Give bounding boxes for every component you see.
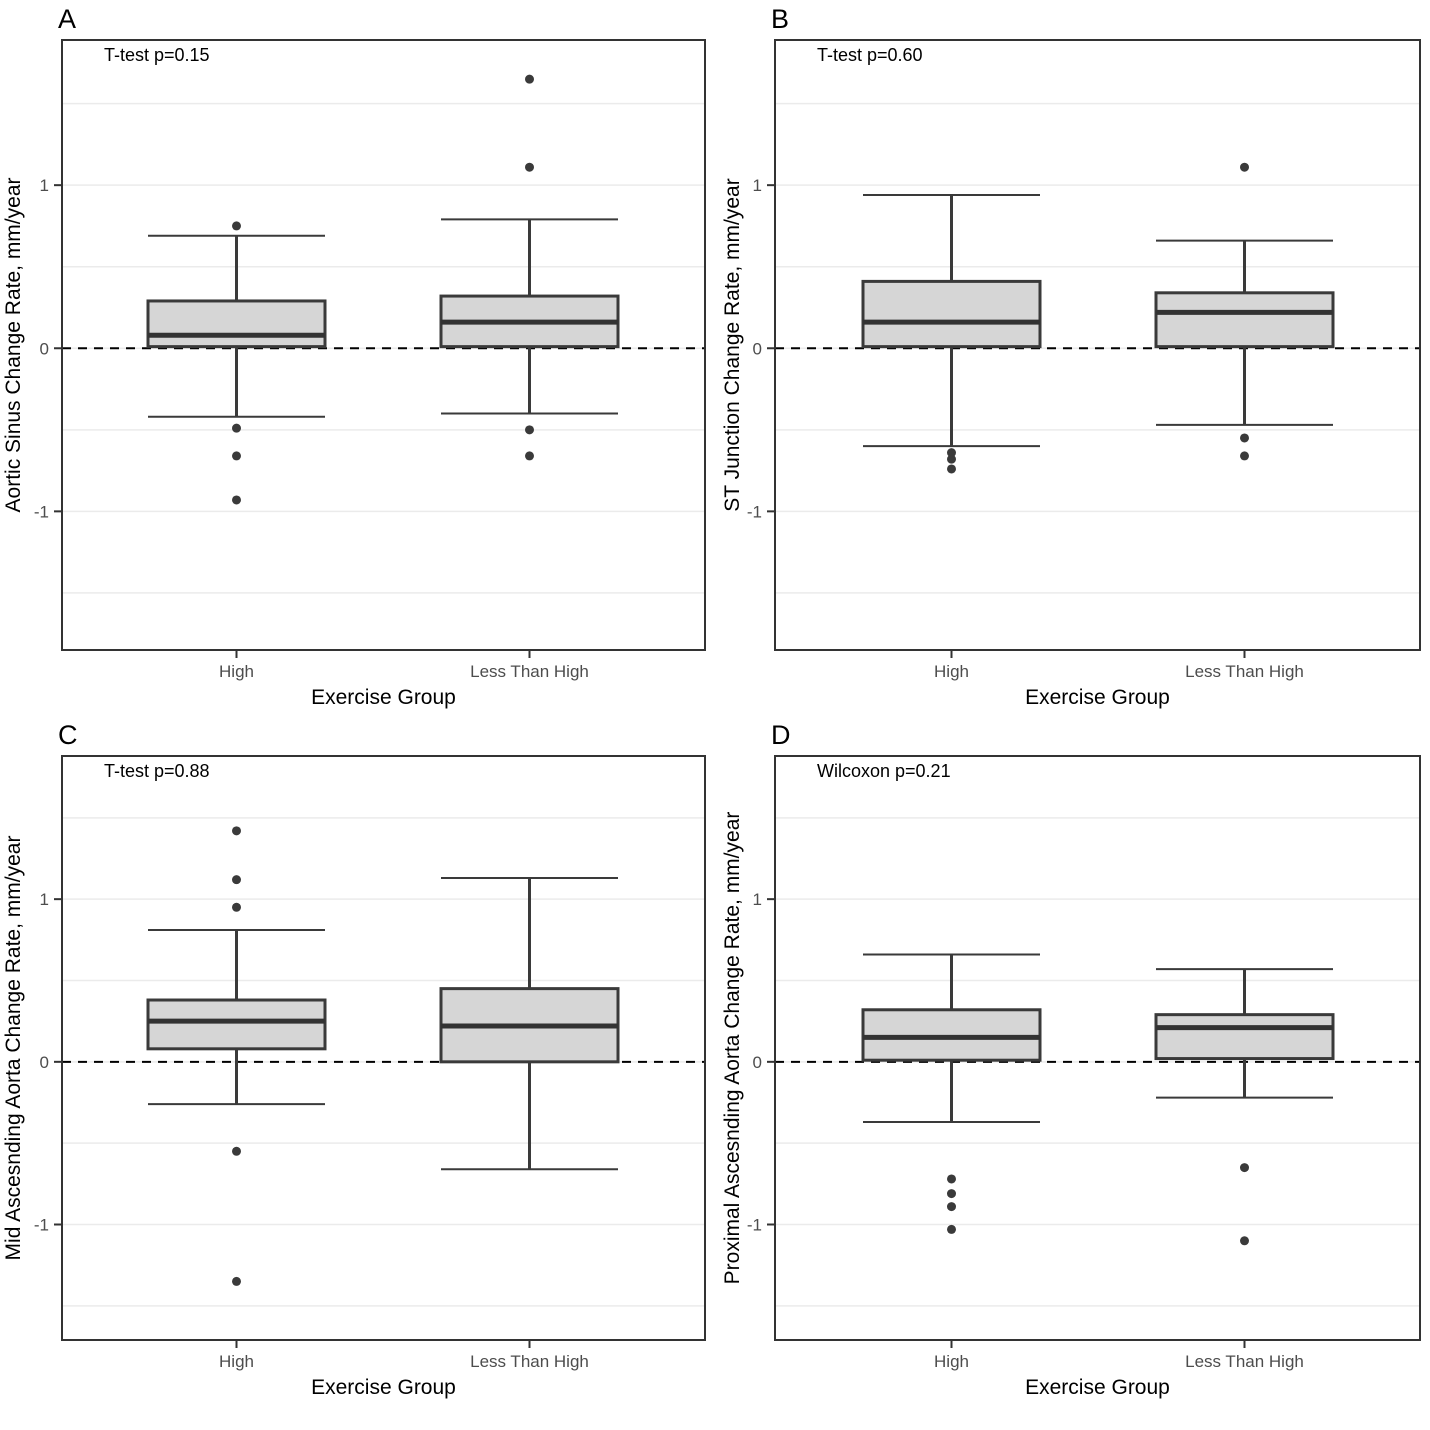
x-tick-label: Less Than High xyxy=(1185,1352,1304,1371)
panel-B: 1 0 -1 High Less Than High Exercise Group ST J… xyxy=(715,0,1430,715)
panel-letter: A xyxy=(58,4,76,34)
panel-C: 1 0 -1 High Less Than High Exercise Group Mid … xyxy=(0,715,715,1430)
x-tick-label: High xyxy=(934,1352,969,1371)
panel-A: 1 0 -1 High Less Than High Exercise Group Aort… xyxy=(0,0,715,715)
y-tick-label: 1 xyxy=(753,176,762,195)
p-value-annotation: T-test p=0.60 xyxy=(817,45,923,65)
y-tick-label: 1 xyxy=(40,890,49,909)
outlier-point xyxy=(232,875,241,885)
outlier-point xyxy=(525,425,534,435)
outlier-point xyxy=(1240,1236,1249,1246)
x-axis-title: Exercise Group xyxy=(311,686,456,709)
outlier-point xyxy=(947,1224,956,1234)
panel-letter: C xyxy=(58,720,78,750)
outlier-point xyxy=(1240,1163,1249,1173)
x-tick-label: High xyxy=(219,1352,254,1371)
panel-letter: D xyxy=(771,720,791,750)
outlier-point xyxy=(525,162,534,172)
outlier-point xyxy=(232,1276,241,1286)
panel-D: 1 0 -1 High Less Than High Exercise Group Prox… xyxy=(715,715,1430,1430)
p-value-annotation: T-test p=0.88 xyxy=(104,761,210,781)
x-tick-label: High xyxy=(934,662,969,681)
outlier-point xyxy=(232,902,241,912)
x-tick-label: Less Than High xyxy=(470,1352,589,1371)
y-tick-label: 1 xyxy=(753,890,762,909)
y-axis-title: ST Junction Change Rate, mm/year xyxy=(721,178,744,511)
panel-border xyxy=(61,39,706,651)
panel-letter: B xyxy=(771,4,789,34)
y-tick-label: 0 xyxy=(753,339,762,358)
outlier-point xyxy=(1240,433,1249,443)
y-tick-label: 0 xyxy=(40,1053,49,1072)
p-value-annotation: Wilcoxon p=0.21 xyxy=(817,761,951,781)
y-tick-label: -1 xyxy=(747,1216,762,1235)
box-iqr xyxy=(146,998,327,1051)
outlier-point xyxy=(947,454,956,464)
y-tick-label: -1 xyxy=(34,1216,49,1235)
outlier-point xyxy=(947,1189,956,1199)
p-value-annotation: T-test p=0.15 xyxy=(104,45,210,65)
y-tick-label: 0 xyxy=(753,1053,762,1072)
outlier-point xyxy=(232,423,241,433)
y-tick-label: -1 xyxy=(34,502,49,521)
x-tick-label: High xyxy=(219,662,254,681)
outlier-point xyxy=(947,448,956,458)
y-tick-label: 1 xyxy=(40,176,49,195)
outlier-point xyxy=(232,1146,241,1156)
outlier-point xyxy=(1240,451,1249,461)
outlier-point xyxy=(232,221,241,231)
x-tick-label: Less Than High xyxy=(1185,662,1304,681)
panel-border xyxy=(774,755,1421,1341)
box-iqr xyxy=(1154,1013,1335,1061)
outlier-point xyxy=(232,826,241,836)
y-tick-label: 0 xyxy=(40,339,49,358)
box-iqr xyxy=(861,279,1042,349)
outlier-point xyxy=(947,1202,956,1212)
outlier-point xyxy=(947,1174,956,1184)
y-axis-title: Aortic Sinus Change Rate, mm/year xyxy=(2,178,25,513)
x-axis-title: Exercise Group xyxy=(311,1376,456,1399)
box-iqr xyxy=(1154,291,1335,349)
outlier-point xyxy=(525,74,534,84)
outlier-point xyxy=(947,464,956,474)
y-axis-title: Proximal Ascesnding Aorta Change Rate, m… xyxy=(721,812,744,1285)
x-axis-title: Exercise Group xyxy=(1025,686,1170,709)
x-axis-title: Exercise Group xyxy=(1025,1376,1170,1399)
outlier-point xyxy=(525,451,534,461)
x-tick-label: Less Than High xyxy=(470,662,589,681)
panel-border xyxy=(774,39,1421,651)
outlier-point xyxy=(232,495,241,505)
outlier-point xyxy=(1240,162,1249,172)
y-axis-title: Mid Ascesnding Aorta Change Rate, mm/yea… xyxy=(2,836,25,1261)
outlier-point xyxy=(232,451,241,461)
y-tick-label: -1 xyxy=(747,502,762,521)
panel-border xyxy=(61,755,706,1341)
box-iqr xyxy=(146,299,327,349)
